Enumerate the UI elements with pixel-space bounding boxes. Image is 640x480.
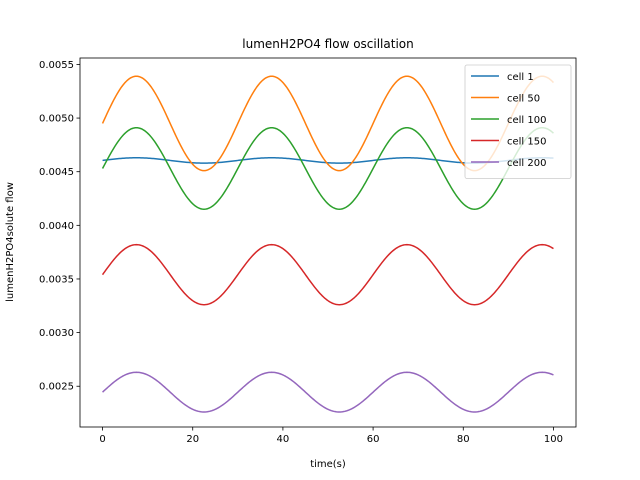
- legend-label: cell 100: [507, 115, 546, 126]
- legend: cell 1 cell 50 cell 100 cell 150 cell 200: [464, 64, 572, 179]
- y-tick-label: 0.0045: [39, 167, 74, 178]
- legend-label: cell 50: [507, 94, 540, 105]
- legend-label: cell 1: [507, 72, 534, 83]
- y-tick-label: 0.0055: [39, 60, 74, 71]
- chart-title: lumenH2PO4 flow oscillation: [242, 37, 413, 51]
- x-tick-label: 60: [367, 434, 380, 445]
- x-tick-label: 20: [186, 434, 199, 445]
- legend-box: [464, 64, 572, 179]
- legend-label: cell 150: [507, 137, 546, 148]
- y-tick-label: 0.0025: [39, 382, 74, 393]
- series-line-cell-150: [101, 243, 554, 306]
- y-tick-label: 0.0030: [39, 328, 74, 339]
- y-tick-label: 0.0040: [39, 221, 74, 232]
- series-line-cell-100: [101, 126, 554, 211]
- legend-label: cell 200: [507, 158, 546, 169]
- y-tick-label: 0.0035: [39, 274, 74, 285]
- series-line-cell-200: [102, 371, 554, 413]
- y-axis: 0.0025 0.0030 0.0035 0.0040 0.0045 0.0050 0.00…: [39, 60, 80, 393]
- x-tick-label: 80: [457, 434, 470, 445]
- y-tick-label: 0.0050: [39, 114, 74, 125]
- x-tick-label: 40: [277, 434, 290, 445]
- x-tick-label: 100: [544, 434, 563, 445]
- x-axis-label: time(s): [310, 459, 346, 470]
- axes-frame: [79, 57, 577, 428]
- x-tick-label: 0: [99, 434, 105, 445]
- x-axis: 0 20 40 60 80 100: [99, 427, 563, 445]
- y-axis-label: lumenH2PO4solute flow: [5, 182, 16, 302]
